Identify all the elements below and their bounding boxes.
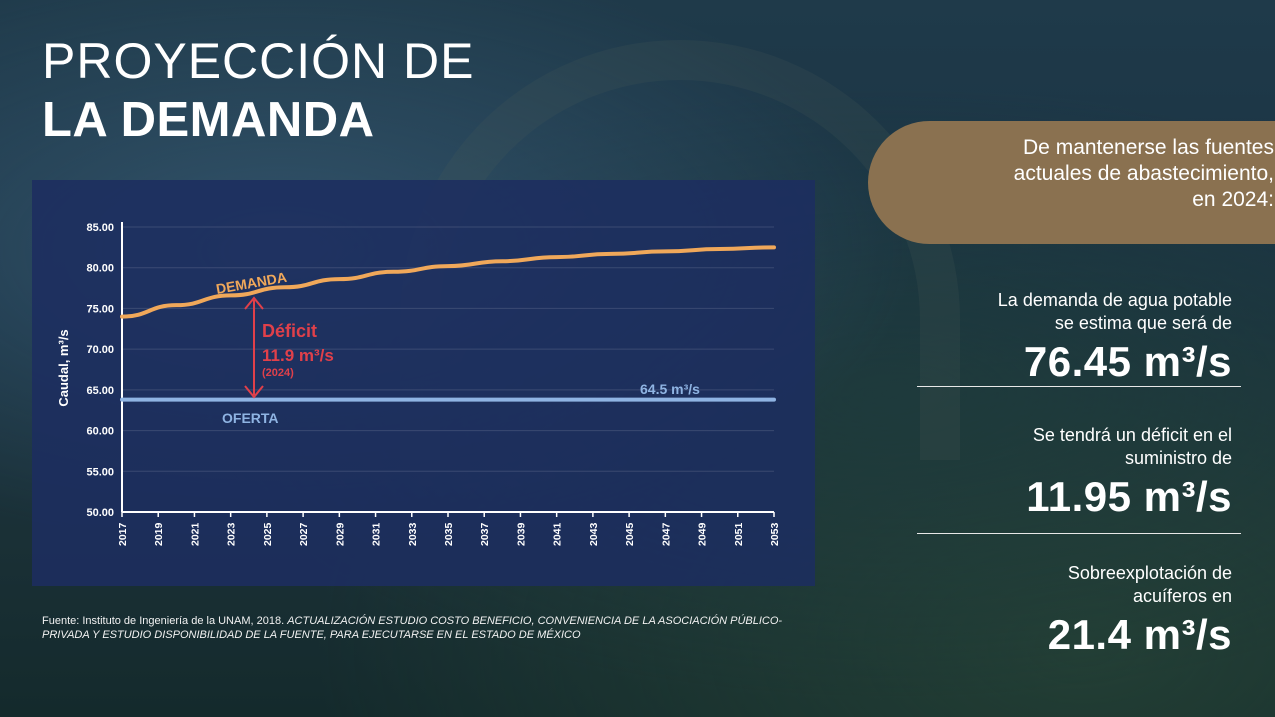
x-tick-label: 2029 — [334, 522, 346, 546]
source-note: Fuente: Instituto de Ingeniería de la UN… — [42, 614, 822, 642]
source-prefix: Fuente: Instituto de Ingeniería de la UN… — [42, 615, 285, 627]
source-title: ACTUALIZACIÓN ESTUDIO COSTO BENEFICIO, C… — [42, 615, 783, 641]
y-tick-label: 85.00 — [86, 222, 114, 234]
stat-overexploitation-label-1: Sobreexplotación de — [1067, 563, 1232, 583]
x-tick-label: 2017 — [117, 522, 129, 546]
deficit-value: 11.9 m³/s — [262, 346, 334, 365]
y-tick-label: 50.00 — [86, 507, 114, 519]
x-tick-label: 2033 — [407, 522, 419, 546]
stat-demand-label-2: se estima que será de — [1054, 313, 1232, 333]
y-tick-label: 60.00 — [86, 426, 114, 438]
deficit-year: (2024) — [262, 367, 294, 379]
context-pill: De mantenerse las fuentes actuales de ab… — [868, 121, 1275, 244]
stat-overexploitation: Sobreexplotación de acuíferos en 21.4 m³… — [1048, 562, 1232, 658]
series-line-demanda — [120, 245, 776, 319]
title-line-2: LA DEMANDA — [42, 93, 375, 147]
stat-overexploitation-value: 21.4 m³/s — [1047, 611, 1232, 658]
chart-panel: 85.00 80.00 75.00 70.00 65.00 60.00 55.00 50.00… — [32, 180, 815, 586]
y-tick-label: 55.00 — [86, 466, 114, 478]
x-tick-label: 2047 — [660, 522, 672, 546]
stat-deficit-value: 11.95 m³/s — [1026, 473, 1232, 520]
stat-deficit: Se tendrá un déficit en el suministro de… — [1026, 424, 1232, 520]
x-tick-label: 2031 — [371, 522, 383, 546]
divider — [917, 386, 1241, 387]
x-tick-label: 2019 — [153, 522, 165, 546]
y-tick-label: 75.00 — [86, 303, 114, 315]
y-tick-label: 70.00 — [86, 344, 114, 356]
x-tick-label: 2049 — [697, 522, 709, 546]
stat-demand-value: 76.45 m³/s — [1023, 338, 1232, 385]
x-tick-label: 2023 — [226, 522, 238, 546]
x-tick-label: 2025 — [262, 522, 274, 546]
demand-chart: 85.00 80.00 75.00 70.00 65.00 60.00 55.00 50.00… — [56, 222, 781, 546]
pill-line-1: De mantenerse las fuentes — [1023, 136, 1274, 159]
x-tick-label: 2037 — [479, 522, 491, 546]
series-label-oferta: OFERTA — [222, 410, 279, 426]
x-tick-label: 2041 — [552, 522, 564, 546]
pill-line-3: en 2024: — [1192, 188, 1274, 211]
stat-demand: La demanda de agua potable se estima que… — [998, 289, 1232, 385]
pill-line-2: actuales de abastecimiento, — [1013, 162, 1274, 185]
x-tick-label: 2021 — [189, 522, 201, 546]
stat-deficit-label-1: Se tendrá un déficit en el — [1032, 425, 1232, 445]
y-axis-title: Caudal, m³/s — [56, 329, 71, 406]
x-tick-label: 2027 — [298, 522, 310, 546]
stat-deficit-label-2: suministro de — [1124, 448, 1232, 468]
title-line-1: PROYECCIÓN DE — [42, 33, 475, 89]
x-tick-label: 2039 — [515, 522, 527, 546]
divider — [917, 533, 1241, 534]
deficit-arrow — [244, 296, 264, 399]
y-tick-label: 65.00 — [86, 385, 114, 397]
page-title: PROYECCIÓN DE LA DEMANDA — [42, 36, 475, 145]
stat-overexploitation-label-2: acuíferos en — [1132, 586, 1232, 606]
x-tick-label: 2053 — [769, 522, 781, 546]
x-tick-label: 2051 — [733, 522, 745, 546]
deficit-title: Déficit — [262, 321, 317, 341]
x-tick-label: 2043 — [588, 522, 600, 546]
offer-value-label: 64.5 m³/s — [640, 381, 700, 397]
x-tick-label: 2045 — [624, 522, 636, 546]
y-tick-label: 80.00 — [86, 263, 114, 275]
x-tick-label: 2035 — [443, 522, 455, 546]
stat-demand-label-1: La demanda de agua potable — [997, 290, 1232, 310]
